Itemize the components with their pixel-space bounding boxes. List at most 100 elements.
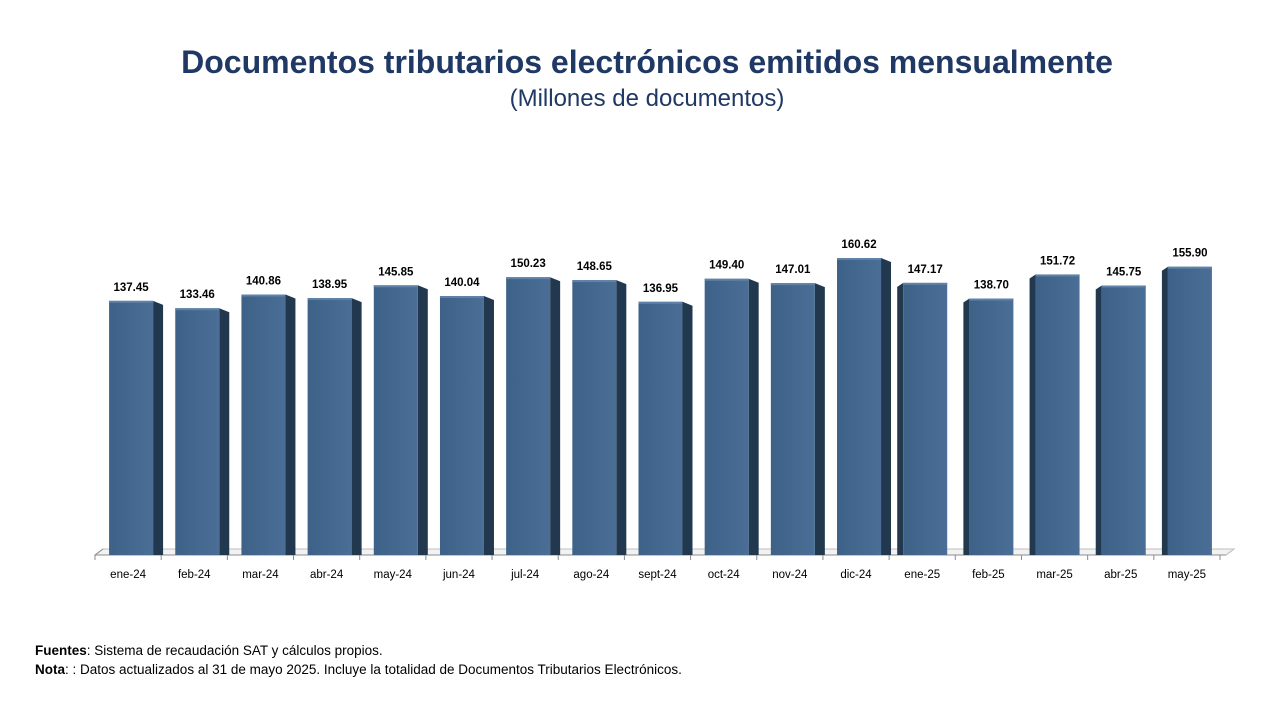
bar-side-face: [963, 298, 970, 555]
category-label: mar-25: [1036, 569, 1072, 581]
chart-footer: Fuentes: Sistema de recaudación SAT y cá…: [35, 641, 682, 679]
category-label: mar-24: [242, 569, 279, 581]
bar-side-face: [285, 294, 296, 555]
category-label: feb-25: [972, 569, 1005, 581]
bar-ago-24: [572, 280, 627, 555]
x-axis-tick-labels: ene-24 feb-24 mar-24 abr-24 may-24 jun-24 jul-…: [110, 569, 1206, 581]
bar-top-face: [572, 280, 617, 283]
category-label: jul-24: [510, 569, 540, 581]
bar-dic-24: [837, 258, 892, 555]
chart-title: Documentos tributarios electrónicos emit…: [181, 44, 1113, 80]
bar-top-face: [373, 285, 418, 288]
value-label: 137.45: [113, 282, 149, 294]
bar-front-face: [175, 308, 220, 555]
bar-top-face: [770, 283, 815, 286]
bar-series: [109, 258, 1212, 555]
bar-side-face: [814, 283, 825, 555]
bar-front-face: [903, 282, 948, 555]
bar-side-face: [1095, 285, 1102, 555]
value-label: 148.65: [577, 261, 613, 273]
category-label: abr-25: [1104, 569, 1137, 581]
bar-side-face: [550, 277, 561, 555]
bar-jul-24: [506, 277, 561, 555]
value-labels: 137.45 133.46 140.86 138.95 145.85 140.04 150.…: [113, 239, 1207, 301]
bar-side-face: [881, 258, 892, 555]
value-label: 133.46: [180, 289, 215, 301]
sources-line: Fuentes: Sistema de recaudación SAT y cá…: [35, 641, 682, 660]
bar-side-face: [483, 296, 494, 555]
bar-top-face: [175, 308, 220, 311]
value-label: 145.75: [1106, 266, 1142, 278]
bar-top-face: [1101, 285, 1146, 288]
bar-sept-24: [638, 301, 693, 555]
bar-side-face: [153, 300, 164, 555]
category-label: nov-24: [772, 569, 808, 581]
value-label: 138.95: [312, 279, 348, 291]
category-label: ago-24: [573, 569, 609, 581]
bar-front-face: [1035, 274, 1080, 555]
bar-top-face: [969, 298, 1014, 301]
value-label: 138.70: [974, 280, 1009, 292]
category-label: may-25: [1168, 569, 1206, 581]
bar-nov-24: [770, 283, 825, 555]
bar-feb-24: [175, 308, 230, 555]
value-label: 160.62: [841, 239, 876, 251]
bar-feb-25: [963, 298, 1014, 555]
bar-front-face: [572, 280, 617, 555]
bar-oct-24: [704, 278, 759, 555]
bar-ene-24: [109, 300, 164, 555]
category-label: oct-24: [708, 569, 741, 581]
bar-jun-24: [439, 296, 494, 555]
note-line: Nota: : Datos actualizados al 31 de mayo…: [35, 660, 682, 679]
category-label: ene-24: [110, 569, 146, 581]
bar-top-face: [439, 296, 484, 299]
bar-side-face: [1161, 266, 1168, 555]
bar-side-face: [897, 282, 904, 555]
bar-side-face: [682, 301, 693, 555]
bar-top-face: [704, 278, 749, 281]
bar-top-face: [1035, 274, 1080, 277]
bar-front-face: [770, 283, 815, 555]
chart-subtitle: (Millones de documentos): [509, 85, 785, 112]
value-label: 140.04: [444, 277, 480, 289]
note-text: : : Datos actualizados al 31 de mayo 202…: [65, 662, 682, 677]
value-label: 140.86: [246, 276, 281, 288]
bar-front-face: [506, 277, 551, 555]
bar-may-25: [1161, 266, 1212, 555]
category-label: ene-25: [904, 569, 940, 581]
sources-text: : Sistema de recaudación SAT y cálculos …: [86, 643, 383, 658]
floor-right-edge: [1225, 548, 1235, 556]
category-label: dic-24: [840, 569, 872, 581]
note-label: Nota: [35, 662, 65, 677]
bar-ene-25: [897, 282, 948, 555]
value-label: 149.40: [709, 260, 744, 272]
bar-front-face: [969, 298, 1014, 555]
value-label: 147.01: [775, 264, 811, 276]
category-label: may-24: [374, 569, 413, 581]
bar-front-face: [439, 296, 484, 555]
bar-side-face: [219, 308, 230, 555]
bar-abr-24: [307, 298, 362, 555]
bar-mar-24: [241, 294, 296, 555]
value-label: 151.72: [1040, 255, 1075, 267]
bar-side-face: [616, 280, 627, 555]
value-label: 136.95: [643, 283, 679, 295]
bar-front-face: [109, 300, 154, 555]
bar-top-face: [638, 301, 683, 304]
bar-top-face: [1167, 266, 1212, 269]
bar-side-face: [1029, 274, 1036, 555]
category-label: sept-24: [638, 569, 677, 581]
bar-top-face: [307, 298, 352, 301]
sources-label: Fuentes: [35, 643, 87, 658]
bar-front-face: [837, 258, 882, 555]
floor-left-edge: [94, 548, 104, 556]
bar-side-face: [748, 278, 759, 555]
category-label: jun-24: [442, 569, 476, 581]
category-label: feb-24: [178, 569, 211, 581]
bar-top-face: [506, 277, 551, 280]
value-label: 155.90: [1172, 248, 1207, 260]
bar-top-face: [109, 300, 154, 303]
bar-top-face: [903, 282, 948, 285]
bar-front-face: [704, 278, 749, 555]
